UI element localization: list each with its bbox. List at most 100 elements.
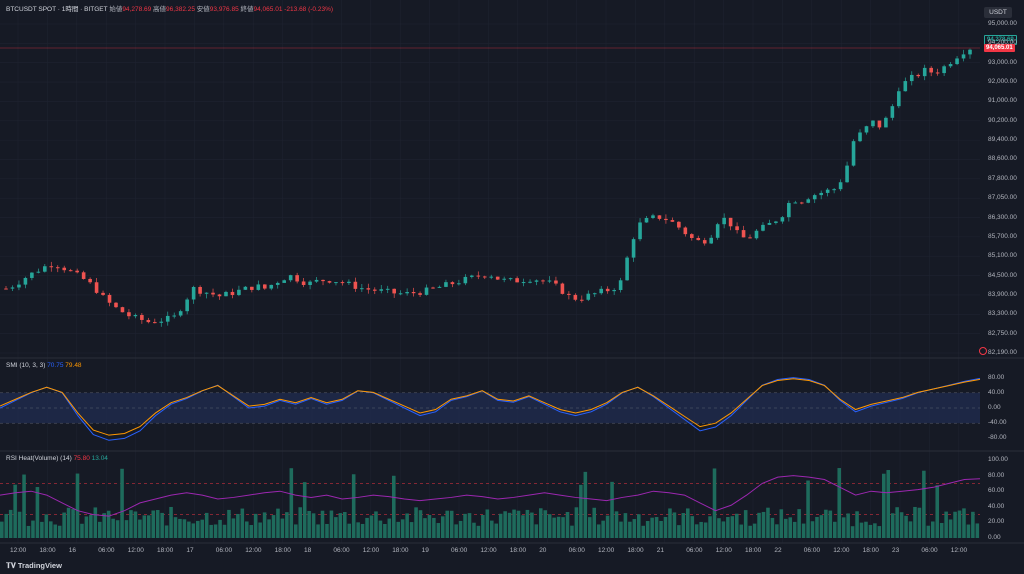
price-tick-label: 85,100.00: [988, 252, 1017, 260]
tradingview-logo[interactable]: 𝐓𝐕 TradingView: [6, 561, 62, 571]
volume-bar: [227, 509, 231, 538]
candle-body: [955, 58, 959, 65]
volume-bar: [761, 511, 766, 538]
volume-bar: [98, 521, 102, 538]
volume-bar: [547, 514, 552, 538]
volume-bar: [708, 516, 712, 538]
price-tick-label: 88,600.00: [988, 155, 1017, 163]
volume-bar: [414, 507, 418, 538]
volume-bar: [280, 518, 285, 538]
rsi-header: RSI Heat(Volume) (14) 75.80 13.04: [6, 455, 108, 463]
volume-bar: [40, 521, 44, 538]
candle-body: [43, 266, 47, 272]
change-value: -213.68 (-0.23%): [284, 6, 334, 13]
time-tick-label: 12:00: [245, 547, 262, 554]
volume-bar: [302, 482, 307, 538]
volume-bar: [926, 525, 931, 538]
candle-body: [81, 272, 86, 279]
volume-bar: [115, 520, 120, 538]
candle-body: [4, 288, 8, 290]
volume-bar: [583, 471, 588, 538]
time-tick-label: 12:00: [950, 547, 968, 554]
volume-bar: [169, 506, 173, 538]
volume-bar: [147, 515, 151, 538]
alert-icon[interactable]: [979, 347, 987, 355]
candle-body: [295, 275, 299, 282]
volume-bar: [579, 484, 583, 538]
volume-bar: [498, 513, 503, 538]
time-tick-label: 18:00: [157, 547, 174, 554]
candle-body: [722, 217, 726, 225]
candle-body: [651, 215, 655, 219]
volume-bar: [931, 521, 935, 538]
volume-bar: [516, 510, 521, 538]
volume-bar: [155, 510, 160, 538]
candle-body: [534, 280, 539, 282]
currency-button[interactable]: USDT: [984, 7, 1012, 18]
volume-bar: [637, 514, 641, 538]
candle-body: [644, 218, 649, 223]
time-tick-label: 18:00: [509, 547, 527, 554]
price-tick-label: 83,300.00: [988, 310, 1017, 318]
volume-bar: [84, 516, 89, 538]
smi-value-1: 70.75: [47, 362, 64, 369]
smi-band: [0, 392, 980, 424]
candle-body: [508, 278, 513, 280]
volume-bar: [614, 511, 619, 538]
rsi-tick-label: 40.00: [988, 502, 1005, 510]
candle-body: [909, 74, 914, 82]
volume-bar: [904, 515, 908, 538]
volume-bar: [142, 515, 147, 538]
candle-body: [670, 220, 675, 222]
smi-title[interactable]: SMI (10, 3, 3): [6, 362, 46, 369]
volume-bar: [966, 524, 971, 538]
rsi-title[interactable]: RSI Heat(Volume) (14): [6, 455, 72, 462]
volume-bar: [93, 507, 98, 538]
candle-body: [120, 307, 125, 313]
volume-bar: [561, 517, 565, 538]
candle-body: [30, 272, 34, 278]
symbol-title[interactable]: BTCUSDT SPOT · 1時間 · BITGET: [6, 6, 108, 13]
time-tick-label: 12:00: [362, 547, 380, 554]
candle-body: [741, 230, 746, 238]
volume-bar: [485, 509, 490, 538]
volume-bar: [726, 517, 730, 538]
candle-body: [424, 287, 429, 295]
candle-body: [159, 321, 164, 323]
time-tick-label: 06:00: [451, 547, 468, 554]
candle-body: [541, 280, 545, 282]
candle-body: [75, 270, 79, 273]
volume-bar: [565, 511, 570, 538]
candle-body: [243, 286, 248, 290]
volume-bar: [574, 507, 579, 538]
candle-body: [275, 282, 280, 285]
volume-bar: [596, 524, 601, 538]
price-tick-label: 87,800.00: [988, 174, 1017, 182]
volume-bar: [138, 519, 142, 538]
candle-body: [140, 315, 144, 320]
candle-body: [418, 293, 422, 295]
open-value: 94,278.69: [122, 6, 152, 13]
candle-body: [903, 81, 908, 92]
volume-bar: [712, 468, 717, 538]
volume-bar: [133, 511, 138, 538]
volume-bar: [939, 522, 944, 538]
candle-body: [715, 224, 720, 238]
candle-body: [838, 182, 843, 190]
smi-tick-label: 40.00: [988, 388, 1005, 396]
volume-bar: [864, 521, 868, 538]
volume-bar: [868, 524, 873, 538]
candle-body: [754, 230, 759, 239]
rsi-value-1: 75.80: [73, 455, 90, 462]
volume-bar: [102, 513, 107, 538]
candle-body: [521, 282, 526, 284]
candle-body: [88, 278, 92, 283]
volume-bar: [160, 512, 164, 538]
volume-bar: [748, 525, 752, 538]
time-tick-label: 12:00: [715, 547, 732, 554]
volume-bar: [690, 516, 695, 538]
candle-body: [476, 275, 481, 277]
volume-bar: [307, 510, 311, 538]
volume-bar: [699, 521, 703, 538]
